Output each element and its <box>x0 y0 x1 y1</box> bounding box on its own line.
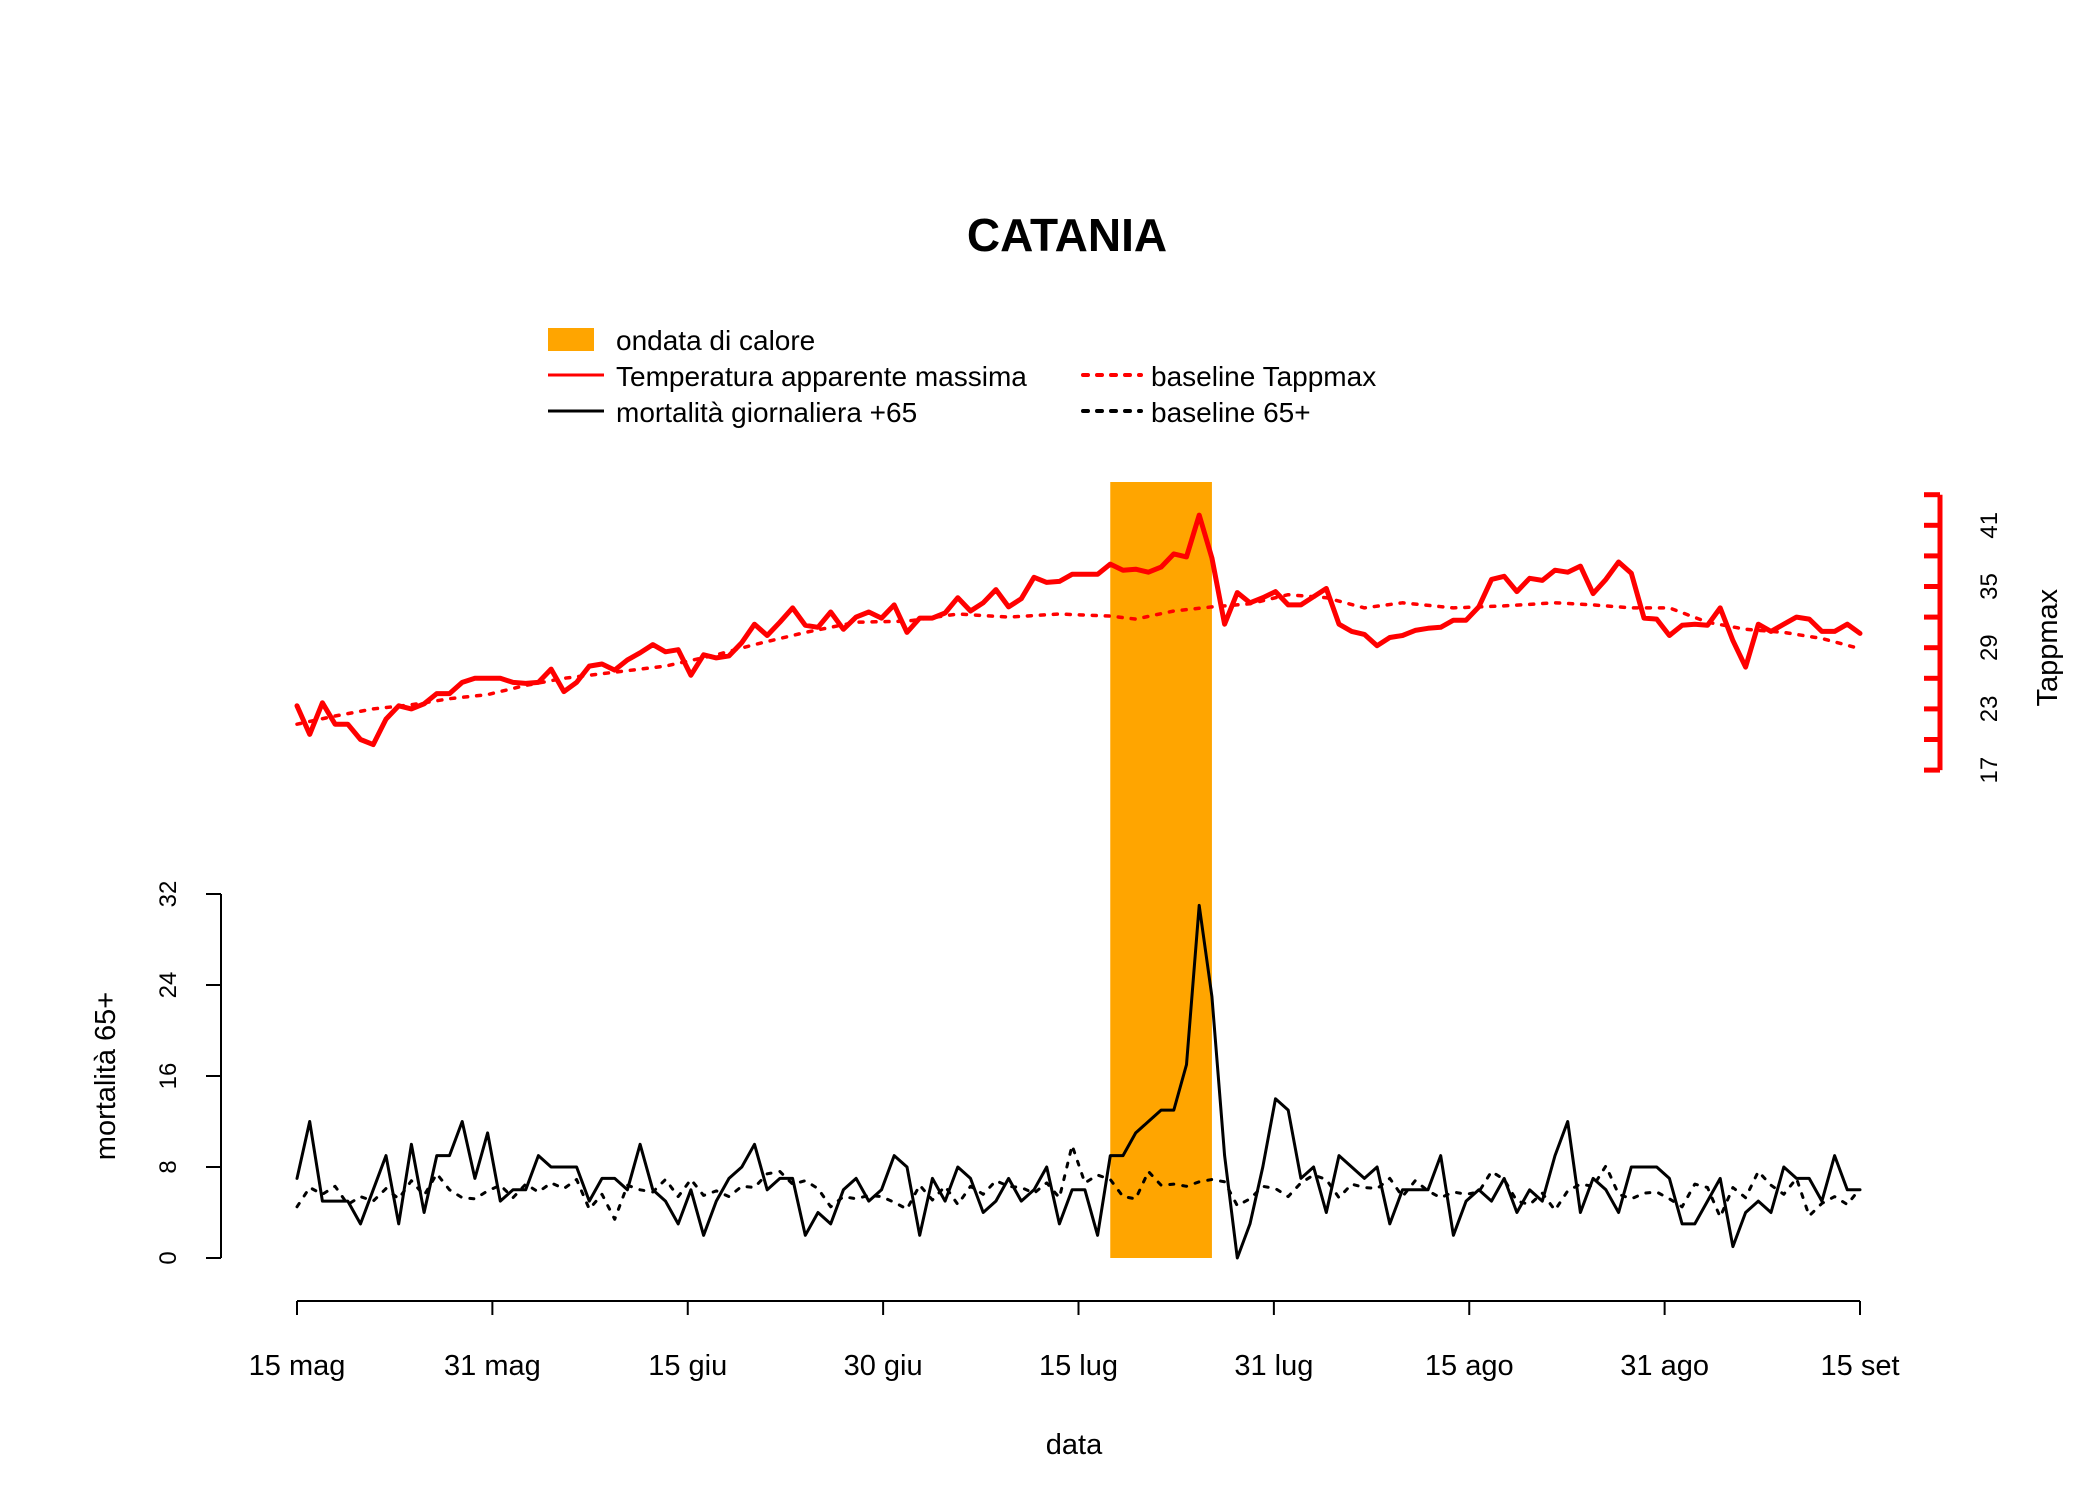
tappmax-tick-label: 17 <box>1976 757 2003 784</box>
tappmax-tick-label: 29 <box>1976 634 2003 661</box>
x-axis: 15 mag 31 mag 15 giu 30 giu 15 lug 31 lug 15 a… <box>249 1300 1900 1382</box>
mortality-axis-label: mortalità 65+ <box>90 992 122 1160</box>
x-tick-label: 15 set <box>1821 1350 1900 1382</box>
mortality-tick-label: 0 <box>155 1251 182 1264</box>
tappmax-tick-label: 35 <box>1976 573 2003 600</box>
x-tick-label: 31 lug <box>1234 1350 1313 1382</box>
series-line-baseline-65 <box>295 1143 1862 1221</box>
heatwave-band <box>1110 482 1212 1258</box>
series-line-temperatura-apparente-massima <box>294 512 1863 748</box>
tappmax-tick-label: 41 <box>1976 512 2003 539</box>
legend-heatwave-swatch <box>548 328 594 351</box>
series-line-mortalit-giornaliera-65 <box>295 903 1862 1260</box>
x-tick-label: 15 lug <box>1039 1350 1118 1382</box>
tappmax-tick-label: 23 <box>1976 696 2003 723</box>
legend-tapp-baseline-label: baseline Tappmax <box>1151 361 1376 392</box>
x-tick-label: 31 mag <box>444 1350 541 1382</box>
x-tick-label: 31 ago <box>1620 1350 1709 1382</box>
series-layer <box>294 512 1863 1260</box>
legend-heatwave-label: ondata di calore <box>616 325 815 356</box>
mortality-tick-label: 8 <box>155 1160 182 1173</box>
chart-title: CATANIA <box>967 209 1167 261</box>
mortality-tick-label: 32 <box>155 881 182 908</box>
mortality-tick-label: 24 <box>155 972 182 999</box>
legend: ondata di calore Temperatura apparente m… <box>548 325 1376 428</box>
legend-tapp-label: Temperatura apparente massima <box>616 361 1027 392</box>
mortality-axis: 0 8 16 24 32 <box>155 881 222 1265</box>
tappmax-axis-label: Tappmax <box>2032 588 2064 706</box>
legend-mort-label: mortalità giornaliera +65 <box>616 397 917 428</box>
x-tick-label: 15 mag <box>249 1350 346 1382</box>
series-line-baseline-tappmax <box>295 592 1862 726</box>
tappmax-axis: 17 23 29 35 41 <box>1924 492 2003 784</box>
x-axis-label: data <box>1046 1429 1103 1461</box>
x-tick-label: 15 ago <box>1425 1350 1514 1382</box>
legend-mort-baseline-label: baseline 65+ <box>1151 397 1311 428</box>
mortality-tick-label: 16 <box>155 1063 182 1090</box>
x-tick-label: 30 giu <box>844 1350 923 1382</box>
x-tick-label: 15 giu <box>648 1350 727 1382</box>
